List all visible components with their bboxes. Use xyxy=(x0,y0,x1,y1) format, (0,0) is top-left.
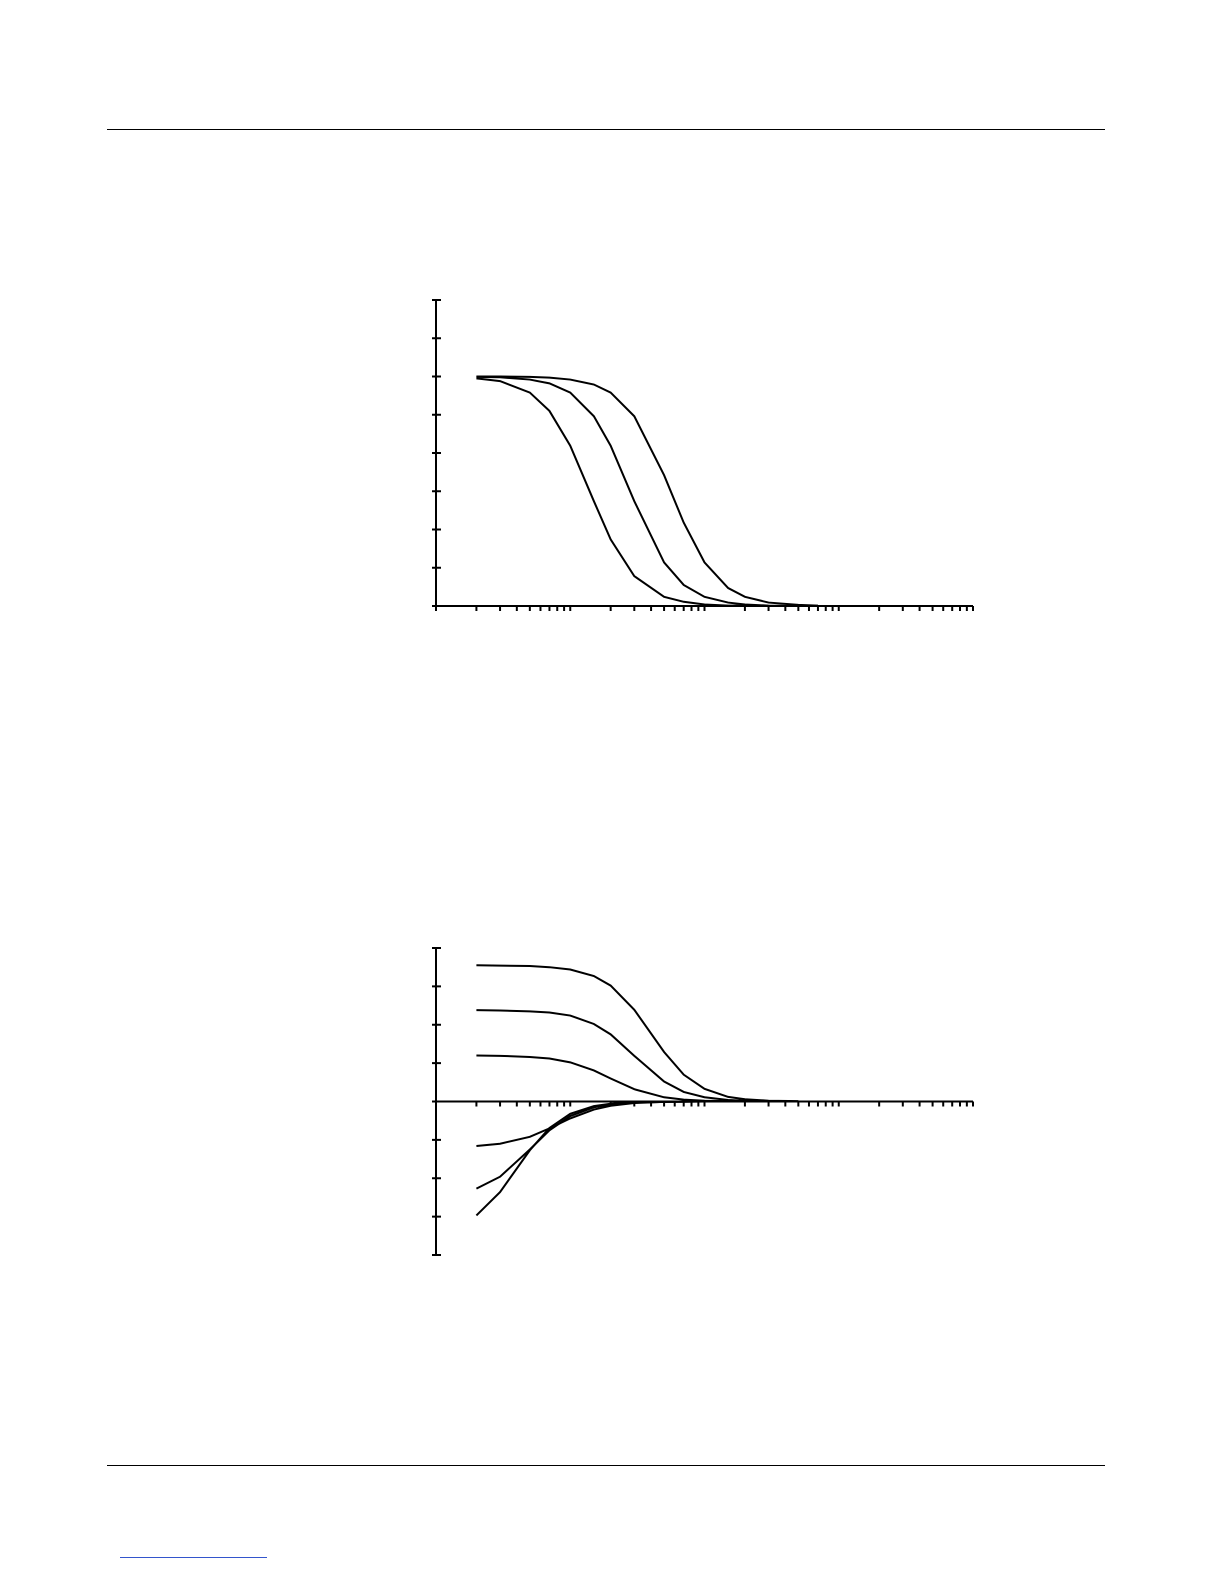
curve xyxy=(476,375,818,607)
curve xyxy=(475,1100,799,1190)
curve xyxy=(476,964,799,1103)
curve xyxy=(476,375,818,607)
curve xyxy=(476,1100,799,1148)
curve xyxy=(476,377,818,607)
curve xyxy=(476,1054,799,1103)
curve xyxy=(475,1100,799,1217)
